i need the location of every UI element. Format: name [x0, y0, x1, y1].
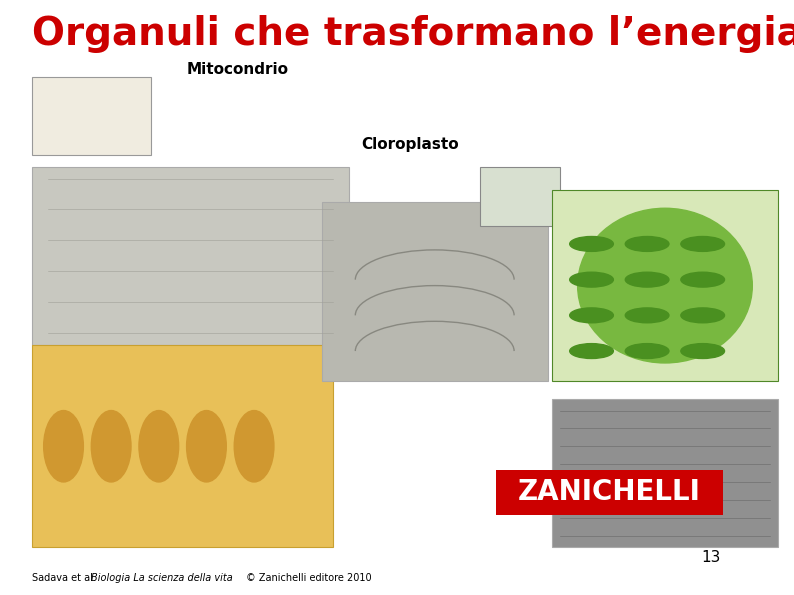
Bar: [552, 190, 778, 381]
Text: Sadava et al.: Sadava et al.: [32, 573, 102, 583]
Ellipse shape: [569, 272, 613, 287]
Ellipse shape: [139, 411, 179, 482]
Text: Biologia La scienza della vita: Biologia La scienza della vita: [91, 573, 233, 583]
Bar: [322, 202, 548, 381]
Ellipse shape: [626, 272, 669, 287]
Ellipse shape: [577, 208, 752, 363]
Ellipse shape: [569, 344, 613, 358]
Ellipse shape: [681, 237, 725, 251]
Ellipse shape: [569, 308, 613, 322]
Text: © Zanichelli editore 2010: © Zanichelli editore 2010: [246, 573, 372, 583]
Bar: [496, 470, 723, 515]
Ellipse shape: [626, 344, 669, 358]
Ellipse shape: [44, 411, 83, 482]
Bar: [552, 399, 778, 547]
Bar: [32, 77, 151, 155]
Ellipse shape: [681, 272, 725, 287]
Text: Organuli che trasformano l’energia: Organuli che trasformano l’energia: [32, 15, 794, 53]
Ellipse shape: [187, 411, 226, 482]
Ellipse shape: [91, 411, 131, 482]
Ellipse shape: [234, 411, 274, 482]
Text: Mitocondrio: Mitocondrio: [187, 62, 288, 77]
Ellipse shape: [681, 344, 725, 358]
Bar: [32, 345, 333, 547]
Ellipse shape: [681, 308, 725, 322]
Text: 13: 13: [701, 550, 720, 565]
Text: Cloroplasto: Cloroplasto: [361, 137, 459, 152]
Text: ZANICHELLI: ZANICHELLI: [518, 478, 701, 506]
Ellipse shape: [569, 237, 613, 251]
Ellipse shape: [626, 237, 669, 251]
Bar: [480, 167, 560, 226]
Ellipse shape: [626, 308, 669, 322]
Bar: [32, 167, 349, 345]
